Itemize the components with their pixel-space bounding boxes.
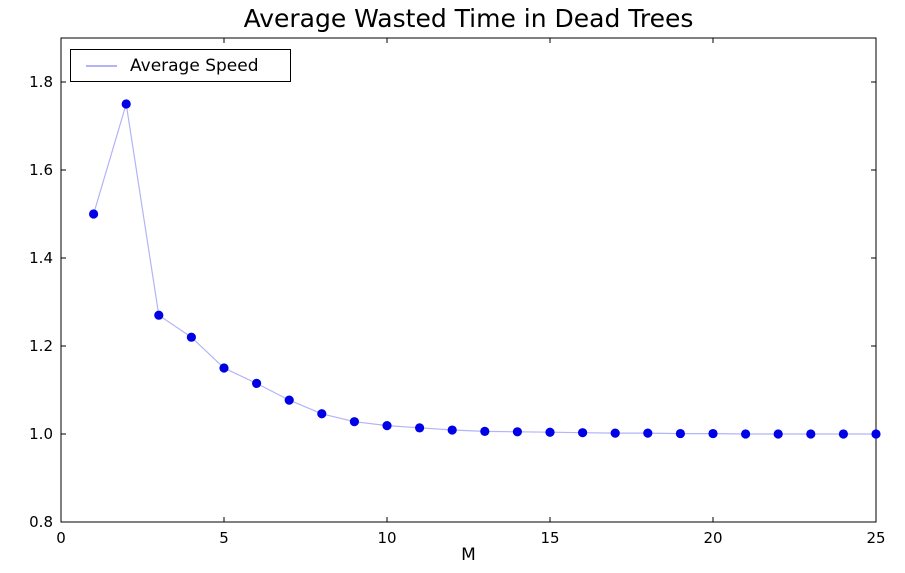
data-point (545, 427, 555, 437)
data-point (480, 426, 490, 436)
x-tick-label: 10 (377, 529, 396, 547)
chart-title: Average Wasted Time in Dead Trees (243, 4, 694, 33)
y-tick-label: 1.6 (29, 161, 53, 179)
x-tick-label: 20 (703, 529, 722, 547)
axes-frame (60, 37, 877, 523)
data-point (415, 423, 425, 433)
y-tick-label: 0.8 (29, 513, 53, 531)
data-point (512, 427, 523, 437)
data-point (219, 363, 229, 373)
data-point (708, 428, 718, 439)
series-markers (89, 99, 881, 439)
data-point (610, 428, 620, 438)
data-point (806, 429, 816, 439)
data-point (89, 209, 99, 219)
data-point (349, 417, 359, 427)
legend: Average Speed (70, 49, 291, 82)
legend-label: Average Speed (130, 55, 259, 76)
data-point (838, 429, 849, 439)
data-point (317, 409, 327, 419)
y-tick-label: 1.2 (29, 337, 53, 355)
x-tick-label: 25 (866, 529, 885, 547)
data-point (675, 428, 686, 439)
y-tick-label: 1.0 (29, 425, 53, 443)
x-tick-label: 0 (56, 529, 66, 547)
legend-line-sample (86, 64, 117, 67)
data-point (643, 428, 653, 438)
y-tick-label: 1.8 (29, 73, 53, 91)
data-point (284, 395, 294, 405)
data-point (252, 378, 262, 388)
y-axis-ticks: 0.8 1.0 1.2 1.4 1.6 1.8 (29, 73, 876, 531)
data-point (186, 332, 196, 342)
data-point (121, 99, 131, 109)
x-tick-label: 15 (540, 529, 559, 547)
series-line (93, 103, 876, 435)
data-point (741, 429, 751, 439)
data-point (871, 429, 881, 439)
x-tick-label: 5 (219, 529, 229, 547)
data-point (578, 428, 588, 438)
y-tick-label: 1.4 (29, 249, 53, 267)
x-axis-label: M (461, 545, 476, 565)
x-axis-ticks: 0 5 10 15 20 25 (56, 38, 886, 547)
data-point (154, 310, 164, 320)
data-point (773, 429, 783, 439)
data-point (447, 425, 457, 435)
data-point (382, 421, 392, 431)
